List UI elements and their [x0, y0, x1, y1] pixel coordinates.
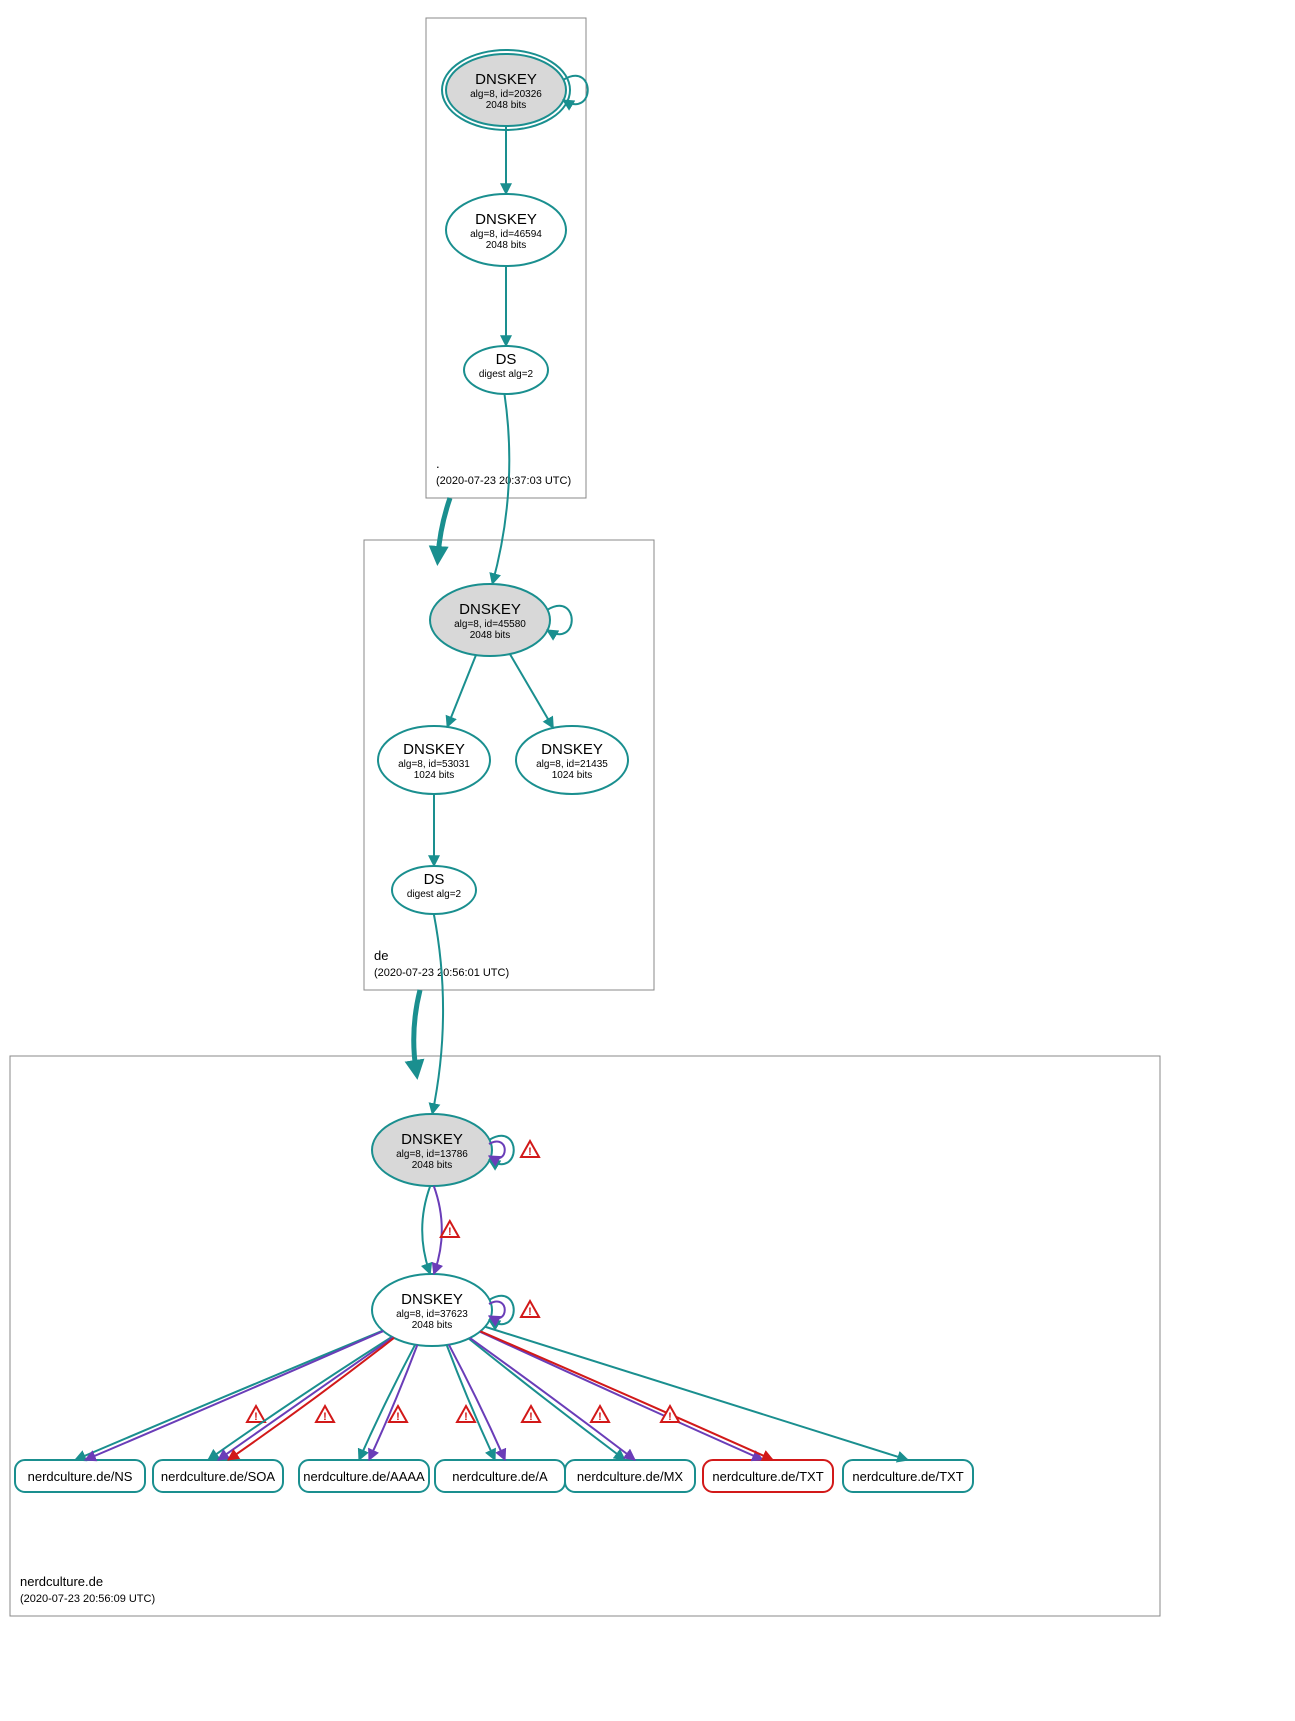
svg-text:DNSKEY: DNSKEY: [403, 741, 465, 758]
record-label-a: nerdculture.de/A: [452, 1469, 548, 1484]
zone-label-root: .: [436, 456, 440, 471]
edge: [447, 655, 476, 727]
svg-text:!: !: [254, 1411, 258, 1423]
svg-text:!: !: [668, 1411, 672, 1423]
svg-text:!: !: [323, 1411, 327, 1423]
svg-text:alg=8, id=53031: alg=8, id=53031: [398, 759, 470, 770]
svg-text:DS: DS: [424, 871, 445, 888]
svg-text:2048 bits: 2048 bits: [486, 240, 527, 251]
zone-label-nerdculture: nerdculture.de: [20, 1574, 103, 1589]
edge: [422, 1186, 430, 1274]
zone-delegation-arrow: [438, 498, 450, 556]
record-label-ns: nerdculture.de/NS: [28, 1469, 133, 1484]
zone-ts-root: (2020-07-23 20:37:03 UTC): [436, 475, 571, 487]
node-de_ksk: DNSKEYalg=8, id=455802048 bits: [430, 584, 572, 656]
svg-text:DNSKEY: DNSKEY: [475, 211, 537, 228]
node-nc_ksk: DNSKEYalg=8, id=137862048 bits: [372, 1114, 514, 1186]
svg-text:DS: DS: [496, 351, 517, 368]
zone-label-de: de: [374, 948, 388, 963]
fan-edge: [469, 1338, 625, 1460]
fan-edge: [359, 1345, 415, 1460]
fan-edge: [447, 1345, 495, 1460]
svg-text:alg=8, id=46594: alg=8, id=46594: [470, 229, 542, 240]
svg-text:alg=8, id=20326: alg=8, id=20326: [470, 89, 542, 100]
cross-edge: [432, 914, 443, 1114]
svg-text:DNSKEY: DNSKEY: [459, 601, 521, 618]
fan-edge: [75, 1331, 383, 1460]
svg-text:DNSKEY: DNSKEY: [475, 71, 537, 88]
svg-text:digest alg=2: digest alg=2: [479, 369, 534, 380]
fan-edge: [480, 1331, 773, 1460]
node-de_zsk1: DNSKEYalg=8, id=530311024 bits: [378, 726, 490, 794]
record-label-aaaa: nerdculture.de/AAAA: [303, 1469, 425, 1484]
fan-edge: [208, 1337, 392, 1460]
fan-edge: [480, 1332, 763, 1460]
cross-edge: [492, 394, 509, 584]
fan-edge: [470, 1338, 635, 1460]
record-label-mx: nerdculture.de/MX: [577, 1469, 684, 1484]
zone-ts-nerdculture: (2020-07-23 20:56:09 UTC): [20, 1593, 155, 1605]
node-root_ksk: DNSKEYalg=8, id=203262048 bits: [442, 50, 588, 130]
edge: [510, 654, 553, 728]
svg-text:DNSKEY: DNSKEY: [401, 1131, 463, 1148]
svg-text:2048 bits: 2048 bits: [486, 100, 527, 111]
svg-text:!: !: [528, 1306, 532, 1318]
node-de_ds: DSdigest alg=2: [392, 866, 476, 914]
node-root_zsk: DNSKEYalg=8, id=465942048 bits: [446, 194, 566, 266]
warning-icon: !: [247, 1406, 265, 1423]
svg-text:2048 bits: 2048 bits: [412, 1160, 453, 1171]
record-label-txt1: nerdculture.de/TXT: [712, 1469, 823, 1484]
dnssec-chain-diagram: . (2020-07-23 20:37:03 UTC) de (2020-07-23 …: [0, 0, 1295, 1721]
node-nc_zsk: DNSKEYalg=8, id=376232048 bits: [372, 1274, 514, 1346]
svg-text:digest alg=2: digest alg=2: [407, 889, 462, 900]
zone-delegation-arrow: [414, 990, 420, 1070]
svg-text:DNSKEY: DNSKEY: [541, 741, 603, 758]
svg-text:DNSKEY: DNSKEY: [401, 1291, 463, 1308]
warning-icon: !: [522, 1406, 540, 1423]
svg-text:alg=8, id=45580: alg=8, id=45580: [454, 619, 526, 630]
svg-text:alg=8, id=37623: alg=8, id=37623: [396, 1309, 468, 1320]
warning-icon: !: [521, 1301, 539, 1318]
warning-icon: !: [591, 1406, 609, 1423]
svg-text:!: !: [528, 1146, 532, 1158]
record-label-soa: nerdculture.de/SOA: [161, 1469, 276, 1484]
warning-icon: !: [441, 1221, 459, 1238]
svg-text:!: !: [529, 1411, 533, 1423]
warning-icon: !: [316, 1406, 334, 1423]
edge: [434, 1186, 442, 1274]
fan-edge: [485, 1327, 908, 1460]
svg-text:!: !: [448, 1226, 452, 1238]
fan-edge: [228, 1338, 394, 1460]
record-label-txt2: nerdculture.de/TXT: [852, 1469, 963, 1484]
svg-text:2048 bits: 2048 bits: [470, 630, 511, 641]
svg-text:alg=8, id=13786: alg=8, id=13786: [396, 1149, 468, 1160]
svg-text:1024 bits: 1024 bits: [414, 770, 455, 781]
svg-text:!: !: [464, 1411, 468, 1423]
fan-edge: [369, 1345, 417, 1460]
svg-text:1024 bits: 1024 bits: [552, 770, 593, 781]
zone-box-nerdculture: [10, 1056, 1160, 1616]
warning-icon: !: [521, 1141, 539, 1158]
svg-text:alg=8, id=21435: alg=8, id=21435: [536, 759, 608, 770]
node-root_ds: DSdigest alg=2: [464, 346, 548, 394]
svg-text:2048 bits: 2048 bits: [412, 1320, 453, 1331]
node-de_zsk2: DNSKEYalg=8, id=214351024 bits: [516, 726, 628, 794]
svg-text:!: !: [396, 1411, 400, 1423]
svg-text:!: !: [598, 1411, 602, 1423]
